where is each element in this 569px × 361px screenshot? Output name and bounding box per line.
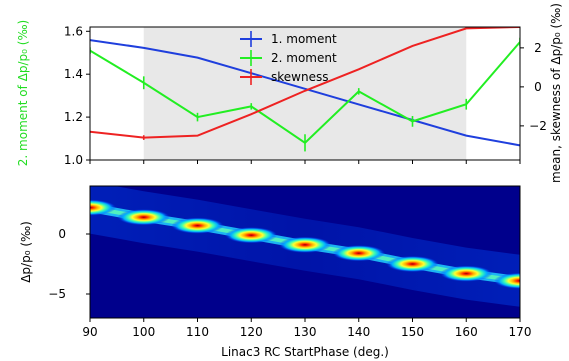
left-y-axis-label: 2. moment of Δp/p₀ (‰) xyxy=(16,20,30,166)
right-tick-label: −2 xyxy=(529,119,547,133)
legend-label-2: skewness xyxy=(271,70,328,84)
left-tick-label: 1.4 xyxy=(64,67,83,81)
heatmap-x-tick-label: 100 xyxy=(132,325,155,339)
heatmap-x-tick-label: 170 xyxy=(509,325,532,339)
right-tick-label: 0 xyxy=(534,80,542,94)
heatmap-x-tick-label: 160 xyxy=(455,325,478,339)
legend-label-0: 1. moment xyxy=(271,32,337,46)
heatmap-peak-6 xyxy=(386,256,439,272)
legend-label-1: 2. moment xyxy=(271,51,337,65)
right-tick-label: 2 xyxy=(534,41,542,55)
right-y-ticks: −2 0 2 xyxy=(520,41,547,133)
heatmap-x-tick-label: 90 xyxy=(82,325,97,339)
heatmap-peak-0 xyxy=(90,199,116,216)
heatmap-y-tick-label: 0 xyxy=(58,227,66,241)
x-axis-label: Linac3 RC StartPhase (deg.) xyxy=(221,345,389,359)
heatmap-x-tick-label: 140 xyxy=(347,325,370,339)
heatmap-peak-7 xyxy=(440,265,493,282)
right-y-axis-label: mean, skewness of Δp/p₀ (‰) xyxy=(549,3,563,183)
heatmap-peak-3 xyxy=(225,227,278,244)
heatmap-peak-1 xyxy=(117,209,170,226)
heatmap-panel: −5 0 90 100 110 120 130 140 150 160 170 Δp/p₀ (‰)… xyxy=(19,185,531,359)
heatmap-x-tick-label: 120 xyxy=(240,325,263,339)
heatmap-peak-2 xyxy=(171,217,224,234)
heatmap-x-tick-label: 110 xyxy=(186,325,209,339)
heatmap-x-tick-label: 150 xyxy=(401,325,424,339)
top-x-ticks xyxy=(89,160,521,164)
left-y-ticks: 1.0 1.2 1.4 1.6 xyxy=(64,24,90,167)
legend: 1. moment 2. moment skewness xyxy=(240,31,337,85)
heatmap-y-axis-label: Δp/p₀ (‰) xyxy=(19,221,33,283)
series-line-0 xyxy=(90,39,520,147)
heatmap-y-tick-label: −5 xyxy=(48,287,66,301)
heatmap-x-ticks: 90 100 110 120 130 140 150 160 170 xyxy=(82,318,531,339)
left-tick-label: 1.6 xyxy=(64,24,83,38)
left-tick-label: 1.2 xyxy=(64,110,83,124)
heatmap-peak-5 xyxy=(332,245,385,262)
series-line-2 xyxy=(90,27,520,139)
moments-panel: 1.0 1.2 1.4 1.6 −2 0 2 2. moment of Δp/p₀ (‰)… xyxy=(16,3,563,183)
heatmap-x-tick-label: 130 xyxy=(294,325,317,339)
left-tick-label: 1.0 xyxy=(64,153,83,167)
heatmap-peak-4 xyxy=(279,236,331,253)
heatmap-peak-8 xyxy=(494,272,520,289)
heatmap-y-ticks: −5 0 xyxy=(48,227,90,301)
